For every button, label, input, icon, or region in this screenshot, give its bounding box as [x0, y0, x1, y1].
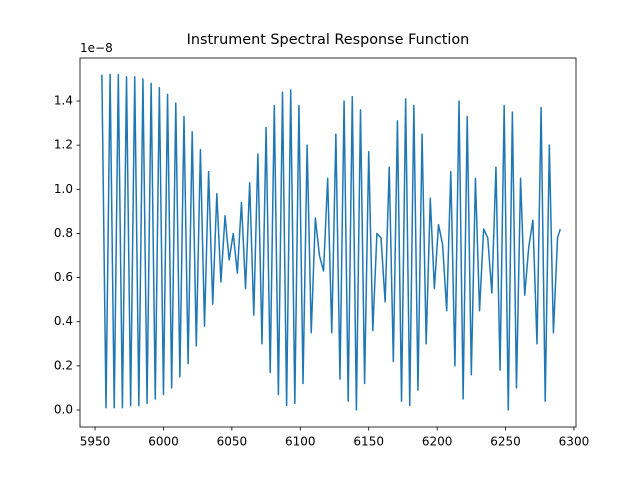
y-tick-label: 1.4 — [54, 94, 73, 108]
x-tick-label: 5950 — [80, 435, 111, 449]
axis-offset: 1e−8 — [80, 41, 113, 55]
axes-frame — [79, 57, 577, 428]
x-tick-label: 6050 — [217, 435, 248, 449]
x-tick-label: 6300 — [559, 435, 590, 449]
chart-title: Instrument Spectral Response Function — [187, 32, 470, 48]
y-tick-label: 0.6 — [54, 270, 73, 284]
y-tick-label: 1.0 — [54, 182, 73, 196]
y-tick-label: 0.0 — [54, 403, 73, 417]
x-tick-label: 6100 — [285, 435, 316, 449]
x-tick-label: 6200 — [422, 435, 453, 449]
y-tick-label: 1.2 — [54, 138, 73, 152]
data-line — [101, 73, 561, 411]
y-tick-label: 0.4 — [54, 314, 73, 328]
y-tick-label: 0.8 — [54, 226, 73, 240]
plot-area — [101, 73, 561, 411]
y-tick-label: 0.2 — [54, 358, 73, 372]
x-tick-label: 6150 — [353, 435, 384, 449]
x-tick-label: 6000 — [148, 435, 179, 449]
x-tick-label: 6250 — [490, 435, 521, 449]
